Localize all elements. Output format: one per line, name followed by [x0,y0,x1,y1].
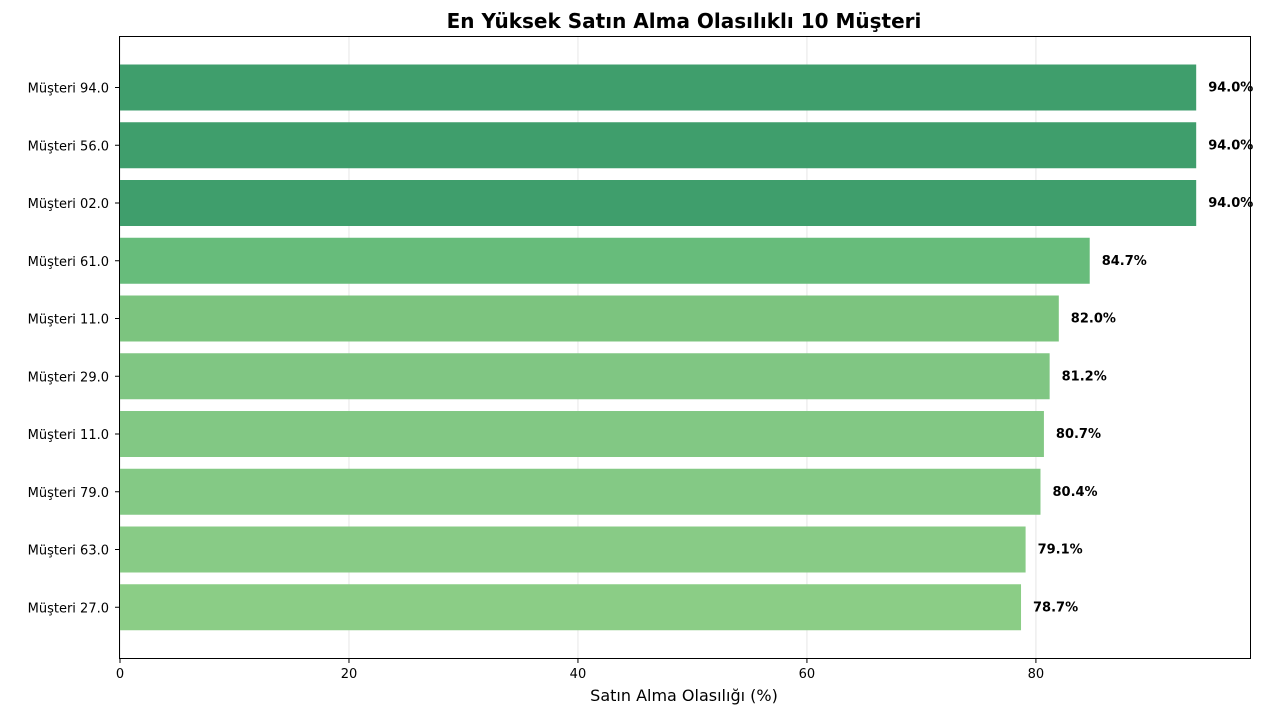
data-label: 80.7% [1056,427,1101,442]
x-tick-label: 20 [341,667,358,682]
bar [120,180,1197,226]
x-axis-label: Satın Alma Olasılığı (%) [590,686,778,705]
bar [120,526,1026,573]
y-tick-label: Müşteri 94.0 [28,82,109,97]
y-tick-label: Müşteri 56.0 [28,139,109,154]
bar [120,584,1022,631]
y-tick-label: Müşteri 79.0 [28,486,109,501]
x-tick-label: 40 [570,667,587,682]
y-tick-label: Müşteri 02.0 [28,197,109,212]
y-tick-label: Müşteri 11.0 [28,313,109,328]
data-label: 81.2% [1062,369,1107,384]
y-tick-label: Müşteri 63.0 [28,544,109,559]
x-tick-label: 0 [116,667,124,682]
data-label: 94.0% [1208,81,1253,96]
x-tick-label: 80 [1028,667,1045,682]
data-labels: 94.0% 94.0% 94.0% 84.7% 82.0% 81.2% 80.7% 80.4%… [1033,81,1253,616]
chart-title: En Yüksek Satın Alma Olasılıklı 10 Müşte… [447,9,922,33]
bar [120,237,1090,284]
bar [120,64,1197,111]
data-label: 79.1% [1038,543,1083,558]
x-axis-ticks: 0 20 40 60 80 [116,658,1044,682]
bars [120,64,1197,631]
y-axis-ticks: Müşteri 94.0 Müşteri 56.0 Müşteri 02.0 Müşt… [28,82,120,616]
y-tick-label: Müşteri 61.0 [28,255,109,270]
plot-frame [119,36,1251,659]
y-tick-label: Müşteri 29.0 [28,370,109,385]
data-label: 78.7% [1033,600,1078,615]
y-tick-label: Müşteri 11.0 [28,428,109,443]
data-label: 84.7% [1102,254,1147,269]
data-label: 94.0% [1208,138,1253,153]
y-tick-label: Müşteri 27.0 [28,601,109,616]
x-tick-label: 60 [799,667,816,682]
bar [120,411,1044,457]
bar [120,468,1041,515]
bar [120,122,1197,169]
data-label: 94.0% [1208,196,1253,211]
data-label: 82.0% [1071,312,1116,327]
data-label: 80.4% [1052,485,1097,500]
bar [120,295,1059,342]
bar [120,353,1050,400]
